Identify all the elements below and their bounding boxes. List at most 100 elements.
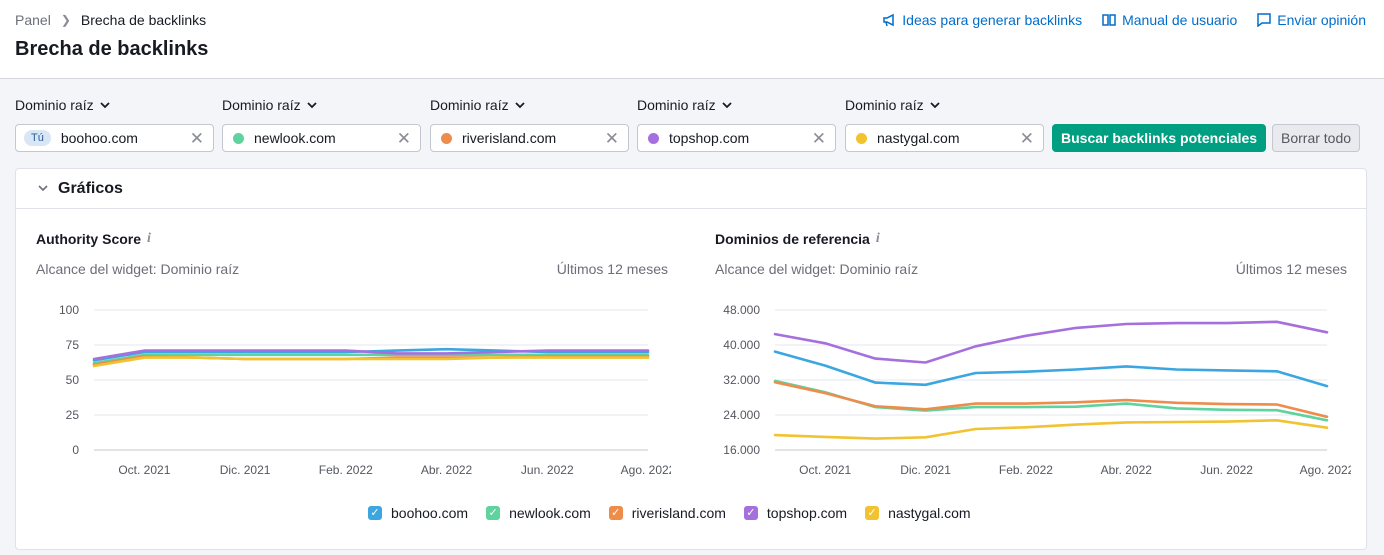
- domain-input[interactable]: newlook.com ✕: [222, 124, 421, 152]
- y-tick-label: 48.000: [723, 303, 760, 317]
- domain-input[interactable]: Tú boohoo.com ✕: [15, 124, 214, 152]
- charts-section-toggle[interactable]: Gráficos: [16, 169, 1366, 209]
- y-tick-label: 16.000: [723, 443, 760, 457]
- color-dot-icon: [233, 132, 244, 144]
- domain-value: riverisland.com: [462, 130, 557, 146]
- filter-riverisland: Dominio raíz riverisland.com ✕: [430, 96, 629, 152]
- filter-boohoo: Dominio raíz Tú boohoo.com ✕: [15, 96, 214, 152]
- referring-domains-widget: Dominios de referencia i Alcance del wid…: [715, 231, 1347, 277]
- y-tick-label: 100: [59, 303, 79, 317]
- clear-icon[interactable]: ✕: [396, 128, 411, 148]
- clear-icon[interactable]: ✕: [189, 128, 204, 148]
- y-tick-label: 75: [66, 338, 80, 352]
- chevron-down-icon: [99, 101, 110, 108]
- widget-scope: Alcance del widget: Dominio raíz: [715, 261, 919, 277]
- info-icon[interactable]: i: [147, 231, 151, 246]
- user-manual-link[interactable]: Manual de usuario: [1102, 12, 1237, 28]
- domain-value: topshop.com: [669, 130, 750, 146]
- filter-nastygal: Dominio raíz nastygal.com ✕: [845, 96, 1044, 152]
- domain-input[interactable]: riverisland.com ✕: [430, 124, 629, 152]
- domain-input[interactable]: topshop.com ✕: [637, 124, 836, 152]
- y-tick-label: 24.000: [723, 408, 760, 422]
- domain-type-label: Dominio raíz: [845, 97, 924, 113]
- checkbox-icon: ✓: [743, 506, 758, 520]
- widget-title-row: Dominios de referencia i: [715, 231, 1347, 247]
- x-tick-label: Feb. 2022: [999, 463, 1053, 477]
- widget-title: Dominios de referencia: [715, 231, 870, 247]
- ideas-link[interactable]: Ideas para generar backlinks: [882, 12, 1082, 28]
- domain-value: nastygal.com: [877, 130, 960, 146]
- x-tick-label: Dic. 2021: [220, 463, 271, 477]
- legend-label: newlook.com: [509, 505, 591, 521]
- you-badge: Tú: [24, 130, 51, 146]
- domain-type-label: Dominio raíz: [222, 97, 301, 113]
- breadcrumb: Panel ❯ Brecha de backlinks: [15, 12, 206, 28]
- series-line-riverisland-com[interactable]: [773, 380, 1329, 419]
- y-tick-label: 40.000: [723, 338, 760, 352]
- x-tick-label: Dic. 2021: [900, 463, 951, 477]
- ideas-link-label: Ideas para generar backlinks: [902, 12, 1083, 28]
- filter-topshop: Dominio raíz topshop.com ✕: [637, 96, 836, 152]
- x-tick-label: Oct. 2021: [799, 463, 851, 477]
- info-icon[interactable]: i: [875, 231, 880, 246]
- widget-scope: Alcance del widget: Dominio raíz: [36, 261, 240, 277]
- chat-icon: [1257, 13, 1272, 27]
- chart-legend: ✓ boohoo.com ✓ newlook.com ✓ riverisland…: [368, 505, 971, 521]
- series-line-topshop-com[interactable]: [92, 349, 650, 361]
- series-line-topshop-com[interactable]: [773, 320, 1329, 364]
- domain-type-dropdown[interactable]: Dominio raíz: [222, 96, 421, 114]
- legend-label: nastygal.com: [888, 505, 971, 521]
- clear-icon[interactable]: ✕: [1019, 128, 1034, 148]
- domain-type-dropdown[interactable]: Dominio raíz: [637, 96, 836, 114]
- authority-score-widget: Authority Score i Alcance del widget: Do…: [36, 231, 668, 277]
- x-tick-label: Oct. 2021: [118, 463, 170, 477]
- series-line-nastygal-com[interactable]: [92, 356, 650, 368]
- clear-icon[interactable]: ✕: [604, 128, 619, 148]
- legend-item-riverisland[interactable]: ✓ riverisland.com: [608, 505, 726, 521]
- widget-subtitle-row: Alcance del widget: Dominio raíz Últimos…: [36, 261, 668, 277]
- clear-icon[interactable]: ✕: [811, 128, 826, 148]
- legend-item-newlook[interactable]: ✓ newlook.com: [486, 505, 591, 521]
- series-line-boohoo-com[interactable]: [773, 350, 1329, 388]
- domain-type-label: Dominio raíz: [15, 97, 94, 113]
- feedback-link[interactable]: Enviar opinión: [1257, 12, 1366, 28]
- legend-label: topshop.com: [766, 505, 848, 521]
- header-links: Ideas para generar backlinks Manual de u…: [882, 12, 1366, 28]
- x-tick-label: Jun. 2022: [1200, 463, 1253, 477]
- checkbox-icon: ✓: [486, 506, 501, 520]
- y-tick-label: 32.000: [723, 373, 760, 387]
- legend-item-boohoo[interactable]: ✓ boohoo.com: [368, 505, 468, 521]
- filter-newlook: Dominio raíz newlook.com ✕: [222, 96, 421, 152]
- chevron-down-icon: [306, 101, 317, 108]
- series-line-nastygal-com[interactable]: [773, 419, 1329, 440]
- user-manual-link-label: Manual de usuario: [1122, 12, 1238, 28]
- y-tick-label: 25: [66, 408, 80, 422]
- x-tick-label: Ago. 2022: [1300, 463, 1351, 477]
- domain-type-label: Dominio raíz: [430, 97, 509, 113]
- checkbox-icon: ✓: [368, 506, 382, 520]
- x-tick-label: Abr. 2022: [1101, 463, 1153, 477]
- page-title: Brecha de backlinks: [15, 38, 209, 60]
- domain-type-label: Dominio raíz: [637, 97, 716, 113]
- chevron-down-icon: [721, 101, 732, 108]
- y-tick-label: 0: [72, 443, 79, 457]
- color-dot-icon: [648, 132, 659, 144]
- series-line-newlook-com[interactable]: [92, 353, 650, 365]
- breadcrumb-home-link[interactable]: Panel: [15, 12, 51, 28]
- legend-label: boohoo.com: [391, 505, 469, 521]
- widget-period: Últimos 12 meses: [556, 261, 668, 277]
- find-backlinks-button[interactable]: Buscar backlinks potenciales: [1052, 124, 1267, 152]
- breadcrumb-current: Brecha de backlinks: [80, 12, 207, 28]
- domain-type-dropdown[interactable]: Dominio raíz: [845, 96, 1044, 114]
- chevron-down-icon: [929, 101, 940, 108]
- color-dot-icon: [856, 132, 867, 144]
- legend-item-nastygal[interactable]: ✓ nastygal.com: [865, 505, 971, 521]
- domain-input[interactable]: nastygal.com ✕: [845, 124, 1044, 152]
- megaphone-icon: [883, 13, 895, 27]
- legend-item-topshop[interactable]: ✓ topshop.com: [743, 505, 848, 521]
- domain-type-dropdown[interactable]: Dominio raíz: [430, 96, 629, 114]
- checkbox-icon: ✓: [865, 506, 880, 520]
- clear-all-button[interactable]: Borrar todo: [1272, 124, 1361, 152]
- domain-type-dropdown[interactable]: Dominio raíz: [15, 96, 214, 114]
- feedback-link-label: Enviar opinión: [1277, 12, 1366, 28]
